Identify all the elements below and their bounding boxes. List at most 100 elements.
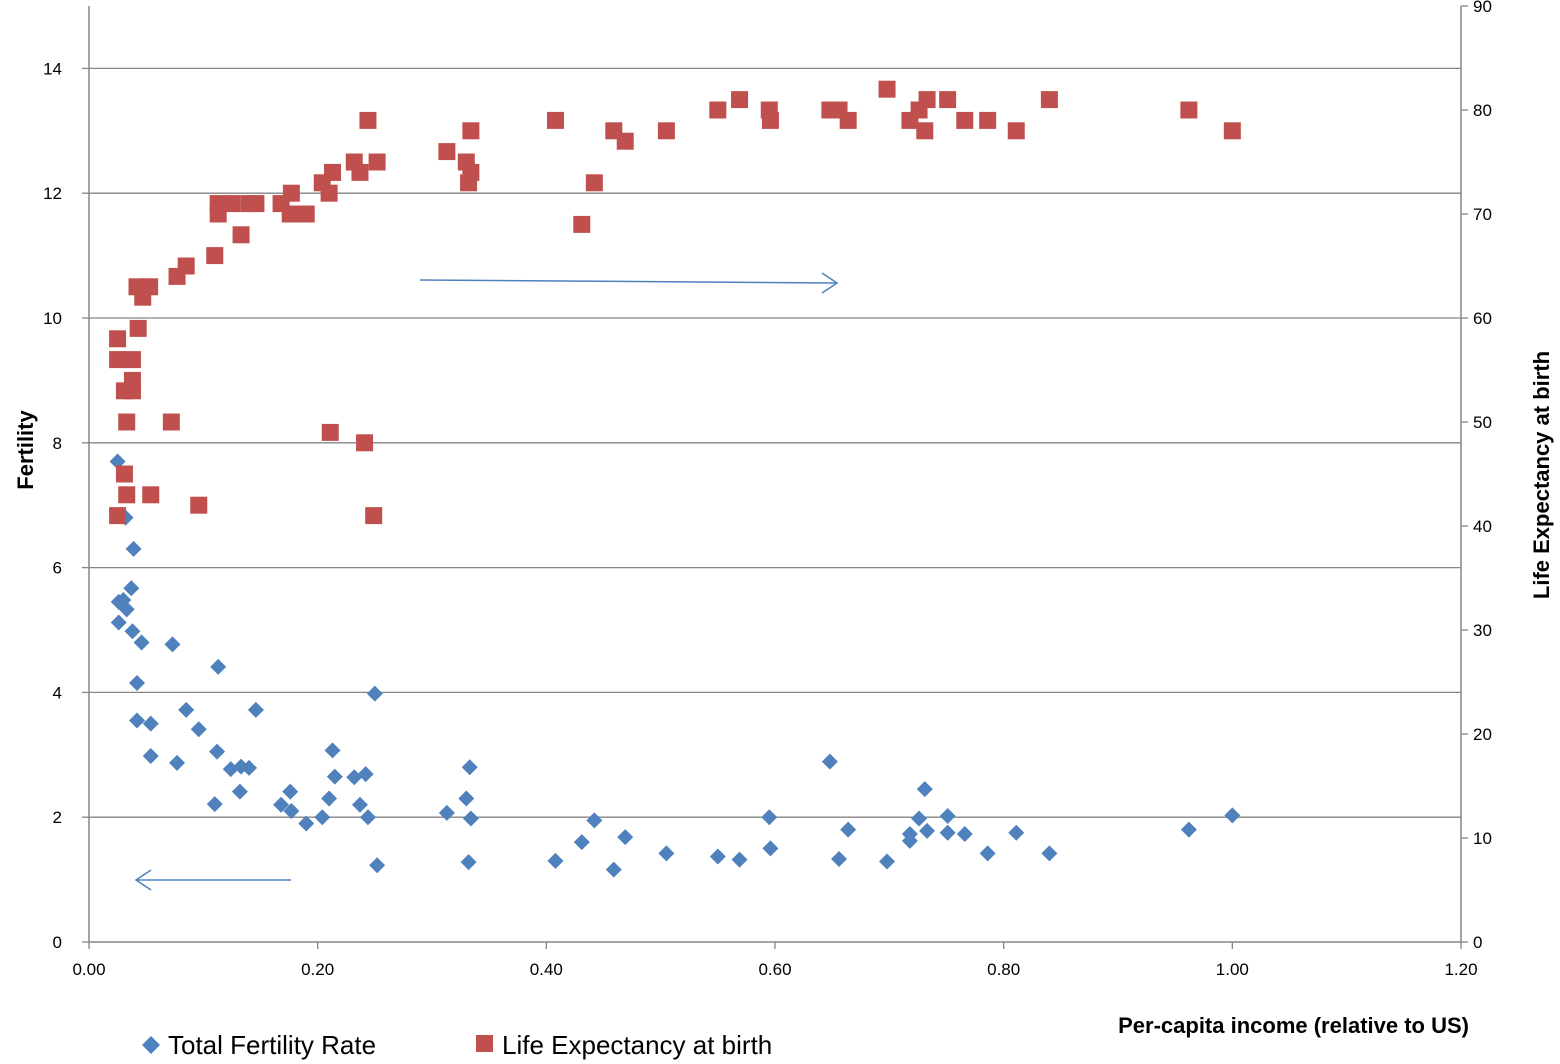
- life-expectancy-point: [462, 122, 480, 140]
- y-tick-label: 12: [43, 184, 62, 203]
- fertility-point: [123, 580, 140, 597]
- life-expectancy-point: [232, 226, 250, 244]
- life-expectancy-point: [324, 163, 342, 181]
- fertility-point: [369, 857, 386, 874]
- fertility-point: [605, 861, 622, 878]
- fertility-point: [731, 851, 748, 868]
- life-expectancy-point: [118, 486, 136, 504]
- fertility-point: [573, 834, 590, 851]
- fertility-point: [438, 804, 455, 821]
- life-expectancy-point: [206, 247, 224, 265]
- fertility-point: [298, 815, 315, 832]
- fertility-point: [129, 675, 146, 692]
- life-expectancy-point: [368, 153, 386, 171]
- life-expectancy-point: [351, 163, 369, 181]
- y-tick-label: 8: [53, 434, 62, 453]
- fertility-point: [879, 853, 896, 870]
- life-expectancy-point: [878, 80, 896, 98]
- y2-tick-label: 80: [1473, 101, 1492, 120]
- life-expectancy-point: [709, 101, 727, 119]
- fertility-point: [324, 742, 341, 759]
- legend-item-fertility: Total Fertility Rate: [142, 1030, 376, 1060]
- y2-tick-label: 40: [1473, 517, 1492, 536]
- annotation-arrows: [134, 272, 839, 891]
- fertility-point: [133, 634, 150, 651]
- x-tick-label: 0.40: [530, 960, 563, 979]
- x-tick-label: 0.60: [758, 960, 791, 979]
- fertility-point: [617, 829, 634, 846]
- tick-labels: 0 2 4 6 8 10 12 14 0 10 20 30 40 50 60 70 80 90 0.00 0.20 0.…: [43, 0, 1492, 979]
- fertility-point: [110, 614, 127, 631]
- life-expectancy-point: [223, 195, 241, 213]
- life-expectancy-point: [321, 423, 339, 441]
- fertility-point: [357, 766, 374, 783]
- fertility-point: [129, 712, 146, 729]
- y2-tick-label: 90: [1473, 0, 1492, 16]
- fertility-point: [321, 790, 338, 807]
- fertility-point: [658, 845, 675, 862]
- life-expectancy-point: [657, 122, 675, 140]
- y2-tick-label: 60: [1473, 309, 1492, 328]
- legend: Total Fertility Rate Life Expectancy at …: [142, 1030, 772, 1060]
- life-expectancy-point: [282, 184, 300, 202]
- fertility-point: [547, 852, 564, 869]
- y2-tick-label: 70: [1473, 205, 1492, 224]
- life-expectancy-point: [573, 215, 591, 233]
- fertility-point: [1180, 821, 1197, 838]
- axes: [82, 5, 1468, 949]
- y2-tick-label: 10: [1473, 829, 1492, 848]
- fertility-point: [282, 783, 299, 800]
- fertility-point: [979, 845, 996, 862]
- fertility-point: [911, 810, 928, 827]
- y-axis-title: Fertility: [13, 410, 38, 490]
- fertility-point: [241, 759, 258, 776]
- life-expectancy-point: [320, 184, 338, 202]
- fertility-point: [762, 840, 779, 857]
- life-expectancy-point: [297, 205, 315, 223]
- fertility-point: [359, 809, 376, 826]
- series-life-expectancy: [109, 80, 1241, 525]
- fertility-point: [231, 783, 248, 800]
- x-tick-label: 1.20: [1444, 960, 1477, 979]
- life-expectancy-point: [616, 132, 634, 150]
- life-expectancy-point: [118, 413, 136, 431]
- life-expectancy-point: [162, 413, 180, 431]
- legend-marker-square: [476, 1035, 493, 1052]
- y-tick-label: 6: [53, 559, 62, 578]
- life-expectancy-point: [761, 111, 779, 129]
- life-expectancy-point: [956, 111, 974, 129]
- x-tick-label: 0.80: [987, 960, 1020, 979]
- life-expectancy-point: [141, 278, 159, 296]
- fertility-point: [761, 809, 778, 826]
- life-expectancy-point: [1180, 101, 1198, 119]
- fertility-point: [901, 832, 918, 849]
- arrow-right-head: [821, 272, 839, 294]
- life-expectancy-point: [123, 371, 141, 389]
- life-expectancy-point: [979, 111, 997, 129]
- fertility-point: [209, 743, 226, 760]
- life-expectancy-point: [585, 174, 603, 192]
- fertility-point: [142, 715, 159, 732]
- fertility-point: [125, 540, 142, 557]
- arrow-right-shaft: [419, 279, 837, 284]
- fertility-point: [916, 781, 933, 798]
- fertility-point: [956, 826, 973, 843]
- fertility-point: [169, 754, 186, 771]
- fertility-point: [351, 796, 368, 813]
- y-tick-label: 10: [43, 309, 62, 328]
- fertility-point: [283, 802, 300, 819]
- life-expectancy-point: [365, 507, 383, 525]
- life-expectancy-point: [1223, 122, 1241, 140]
- life-expectancy-point: [1007, 122, 1025, 140]
- fertility-point: [939, 824, 956, 841]
- life-expectancy-point: [109, 507, 127, 525]
- series-total-fertility-rate: [109, 453, 1241, 878]
- fertility-point: [210, 658, 227, 675]
- legend-item-life-expectancy: Life Expectancy at birth: [476, 1030, 772, 1060]
- x-tick-label: 0.00: [72, 960, 105, 979]
- gridlines: [89, 67, 1461, 818]
- fertility-point: [919, 822, 936, 839]
- fertility-point: [1041, 845, 1058, 862]
- fertility-point: [840, 821, 857, 838]
- y-tick-label: 2: [53, 808, 62, 827]
